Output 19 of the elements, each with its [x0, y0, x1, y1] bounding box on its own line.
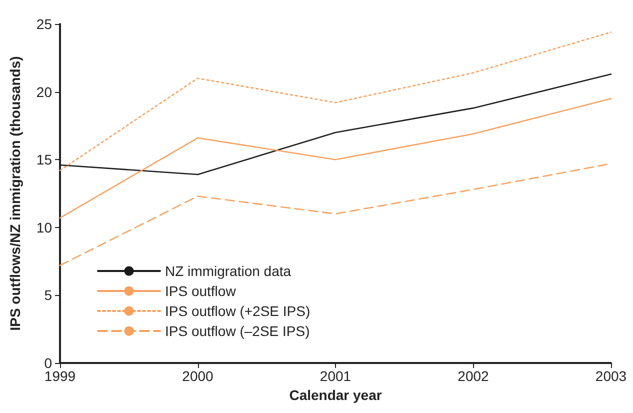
- x-tick-label: 1999: [44, 368, 76, 384]
- legend-label: NZ immigration data: [165, 263, 292, 279]
- x-tick-label: 2000: [182, 368, 214, 384]
- y-tick-label: 10: [36, 219, 52, 236]
- x-axis-title: Calendar year: [289, 386, 382, 403]
- legend-label: IPS outflow: [165, 283, 237, 299]
- legend-label: IPS outflow (+2SE IPS): [165, 303, 310, 319]
- x-tick-label: 2001: [320, 368, 352, 384]
- line-series: [59, 98, 612, 219]
- line-series: [59, 31, 612, 172]
- y-tick-label: 25: [36, 16, 52, 32]
- y-axis-title: IPS outflows/NZ immigration (thousands): [7, 56, 23, 331]
- x-tick-label: 2003: [595, 368, 627, 384]
- y-tick-label: 0: [44, 355, 52, 371]
- y-tick-label: 20: [36, 84, 52, 100]
- y-tick-label: 15: [36, 152, 52, 168]
- x-tick-label: 2002: [458, 368, 490, 384]
- y-tick-label: 5: [44, 287, 52, 304]
- legend-label: IPS outflow (–2SE IPS): [165, 323, 310, 339]
